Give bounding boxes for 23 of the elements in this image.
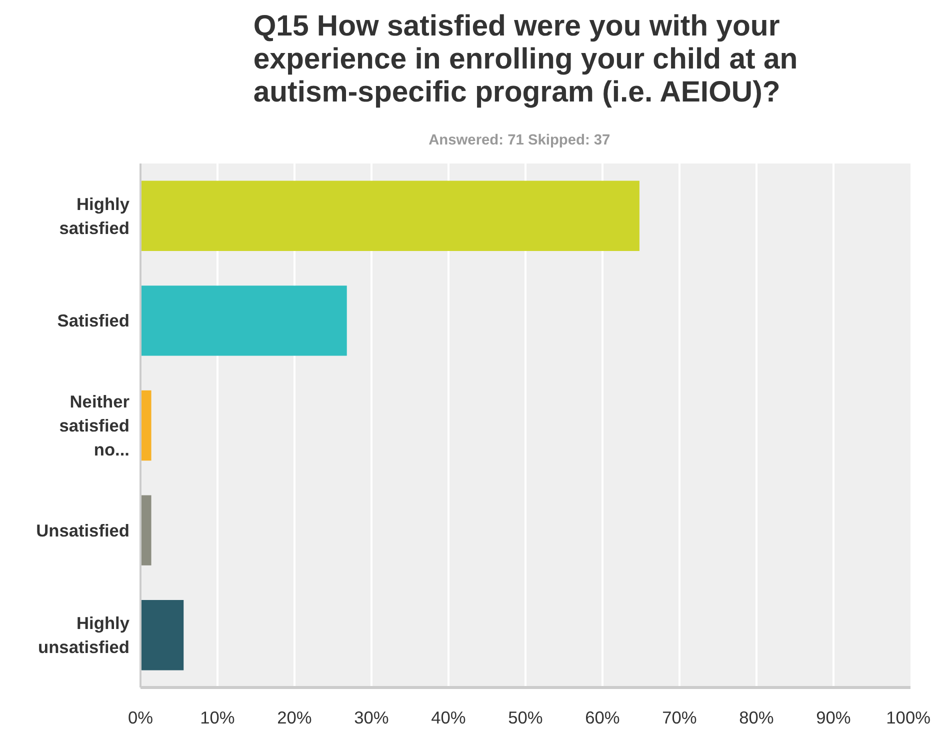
x-tick-label: 30% (354, 708, 389, 728)
x-tick-label: 100% (886, 708, 931, 728)
y-tick-label: Satisfied (57, 310, 130, 331)
bar (140, 180, 640, 252)
x-tick-label: 90% (816, 708, 851, 728)
x-tick-label: 50% (508, 708, 543, 728)
bar (140, 600, 184, 670)
y-tick-label: Unsatisfied (36, 520, 130, 540)
x-tick-label: 80% (739, 708, 774, 728)
bar (140, 286, 347, 356)
x-tick-label: 40% (431, 708, 466, 728)
chart-subtitle: Answered: 71 Skipped: 37 (428, 132, 610, 148)
y-tick-label: Highly unsatisfied (38, 613, 130, 658)
y-tick-label: Neither satisfied no... (59, 392, 130, 460)
x-tick-label: 10% (200, 708, 235, 728)
x-tick-label: 0% (128, 708, 154, 728)
chart-title: Q15 How satisfied were you with your experience in enrolling your child at an autism-specific program (i.e. AEIOU)? (253, 10, 798, 108)
bar (140, 495, 152, 566)
x-tick-label: 60% (585, 708, 620, 728)
x-tick-label: 70% (662, 708, 697, 728)
bar (140, 390, 152, 461)
x-tick-label: 20% (277, 708, 312, 728)
y-tick-label: Highly satisfied (59, 194, 130, 238)
